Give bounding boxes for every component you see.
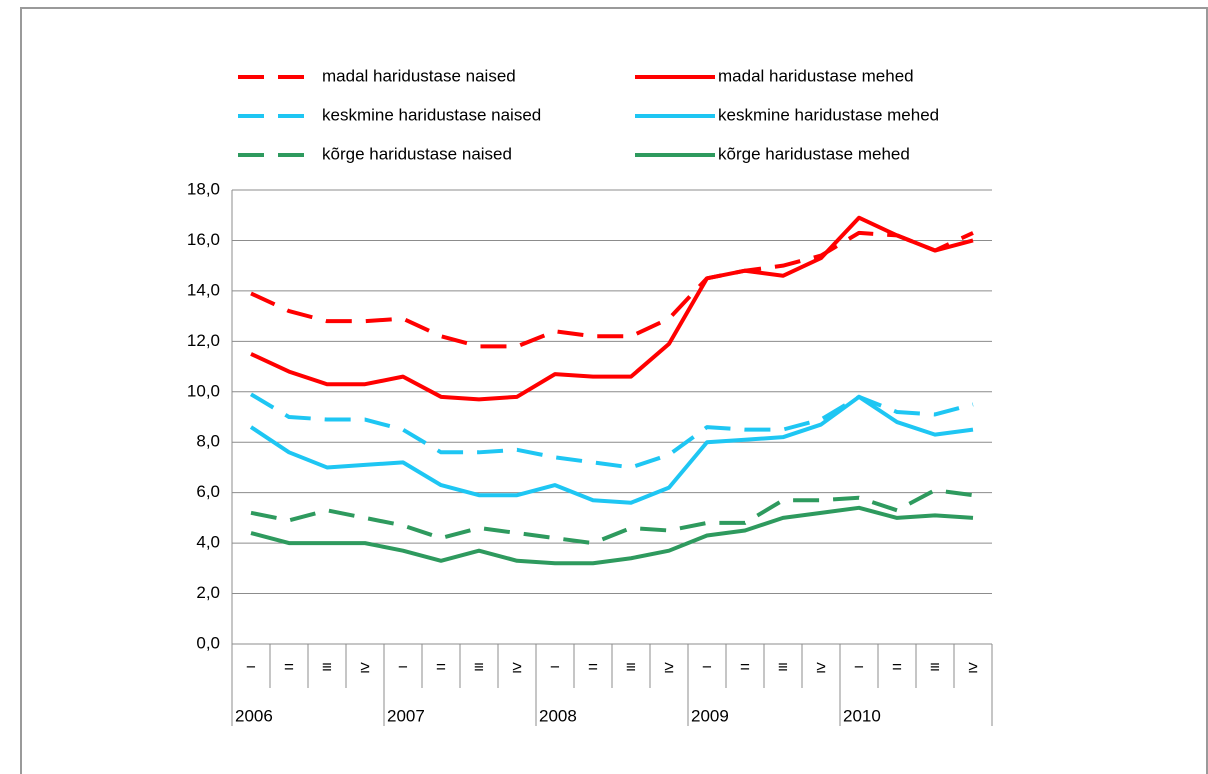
y-tick-label: 10,0 (187, 381, 220, 400)
x-tick-label: − (702, 657, 712, 676)
y-tick-label: 2,0 (196, 583, 220, 602)
y-tick-label: 16,0 (187, 230, 220, 249)
x-tick-label: − (246, 657, 256, 676)
y-tick-label: 6,0 (196, 482, 220, 501)
x-tick-label: ≥ (664, 657, 673, 676)
y-tick-label: 0,0 (196, 633, 220, 652)
x-tick-label: ≡ (322, 657, 332, 676)
data-line (249, 392, 974, 470)
data-line (250, 215, 974, 402)
x-tick-label: = (892, 657, 902, 676)
x-tick-label: − (550, 657, 560, 676)
y-tick-label: 8,0 (196, 432, 220, 451)
x-tick-label: − (854, 657, 864, 676)
legend-label: madal haridustase mehed (718, 66, 914, 85)
x-tick-label: = (284, 657, 294, 676)
x-tick-label: ≥ (512, 657, 521, 676)
x-tick-label: ≥ (816, 657, 825, 676)
x-tick-label: ≡ (930, 657, 940, 676)
x-tick-label: ≥ (968, 657, 977, 676)
x-tick-label: ≡ (474, 657, 484, 676)
y-tick-label: 14,0 (187, 280, 220, 299)
x-tick-label: ≡ (778, 657, 788, 676)
legend-label: kõrge haridustase mehed (718, 144, 910, 163)
data-line (249, 394, 974, 505)
x-tick-label: ≥ (360, 657, 369, 676)
data-line (250, 505, 974, 566)
legend-label: madal haridustase naised (322, 66, 516, 85)
x-tick-label: = (436, 657, 446, 676)
year-label: 2007 (387, 706, 425, 725)
y-tick-label: 18,0 (187, 179, 220, 198)
x-tick-label: ≡ (626, 657, 636, 676)
legend-label: kõrge haridustase naised (322, 144, 512, 163)
y-tick-label: 12,0 (187, 331, 220, 350)
legend-label: keskmine haridustase naised (322, 105, 541, 124)
legend-label: keskmine haridustase mehed (718, 105, 939, 124)
data-line (250, 488, 974, 546)
x-tick-label: = (740, 657, 750, 676)
year-label: 2010 (843, 706, 881, 725)
y-tick-label: 4,0 (196, 533, 220, 552)
chart-frame (20, 7, 1208, 774)
year-label: 2008 (539, 706, 577, 725)
x-tick-label: = (588, 657, 598, 676)
year-label: 2006 (235, 706, 273, 725)
x-tick-label: − (398, 657, 408, 676)
year-label: 2009 (691, 706, 729, 725)
data-line (250, 230, 974, 349)
